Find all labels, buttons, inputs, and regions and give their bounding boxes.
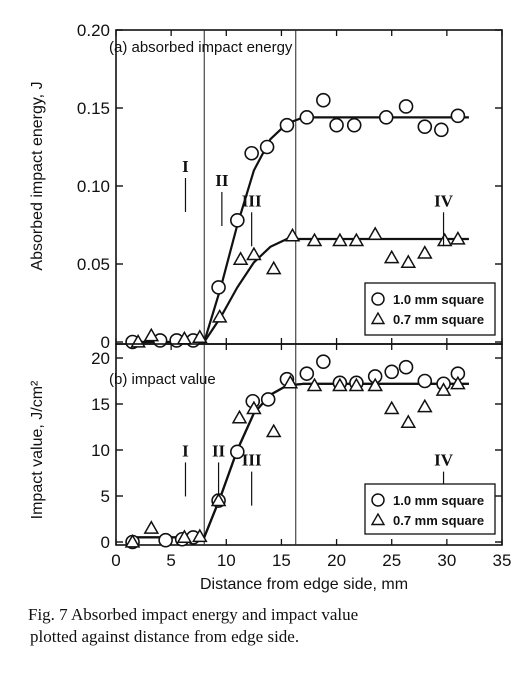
panel-title: (a) absorbed impact energy <box>109 39 293 56</box>
data-point-1-0mm <box>317 94 330 107</box>
caption-line-2: plotted against distance from edge side. <box>28 626 498 648</box>
data-point-1-0mm <box>435 123 448 136</box>
data-point-1-0mm <box>280 119 293 132</box>
data-point-1-0mm <box>300 367 313 380</box>
y-tick-label: 15 <box>91 395 110 414</box>
figure-chart: 0 0.05 0.10 0.15 0.20 Absorbed impact energy,… <box>0 0 524 600</box>
data-point-1-0mm <box>159 534 172 547</box>
region-label: III <box>242 451 262 470</box>
data-point-1-0mm <box>400 361 413 374</box>
data-point-0-7mm <box>145 522 158 533</box>
panel-a-absorbed-impact-energy: 0 0.05 0.10 0.15 0.20 Absorbed impact energy,… <box>29 21 502 352</box>
x-tick-label: 20 <box>327 551 346 570</box>
y-tick-label: 10 <box>91 441 110 460</box>
shared-x-axis: 0 5 10 15 20 25 30 35 Distance from edge side, m… <box>111 551 511 593</box>
data-point-1-0mm <box>418 120 431 133</box>
legend-label: 1.0 mm square <box>393 292 484 307</box>
data-point-0-7mm <box>385 402 398 413</box>
y-axis-label: Absorbed impact energy, J <box>29 81 46 270</box>
data-point-0-7mm <box>369 228 382 239</box>
y-tick-label: 20 <box>91 349 110 368</box>
data-point-1-0mm <box>262 393 275 406</box>
data-point-0-7mm <box>418 247 431 258</box>
y-tick-label: 5 <box>101 487 110 506</box>
legend-circle-marker <box>372 494 384 506</box>
legend-label: 0.7 mm square <box>393 312 484 327</box>
data-point-0-7mm <box>267 262 280 273</box>
y-axis-label: Impact value, J/cm² <box>29 380 46 519</box>
x-tick-label: 35 <box>493 551 512 570</box>
data-point-0-7mm <box>402 256 415 267</box>
region-label: III <box>242 191 262 210</box>
x-tick-label: 10 <box>217 551 236 570</box>
y-tick-label: 0.15 <box>77 99 110 118</box>
data-point-1-0mm <box>348 119 361 132</box>
data-point-1-0mm <box>451 109 464 122</box>
data-point-1-0mm <box>380 111 393 124</box>
y-tick-label: 0.20 <box>77 21 110 40</box>
y-tick-label: 0.05 <box>77 255 110 274</box>
data-point-0-7mm <box>286 229 299 240</box>
region-label: II <box>212 441 226 460</box>
data-point-0-7mm <box>402 416 415 427</box>
region-label: I <box>182 441 189 460</box>
panel-title: (b) impact value <box>109 371 216 388</box>
data-point-1-0mm <box>231 214 244 227</box>
legend-label: 0.7 mm square <box>393 513 484 528</box>
data-point-1-0mm <box>400 100 413 113</box>
x-tick-label: 15 <box>272 551 291 570</box>
y-tick-label: 0 <box>101 533 110 552</box>
region-label: IV <box>434 451 454 470</box>
x-tick-label: 0 <box>111 551 120 570</box>
panel-b-impact-value: 0 5 10 15 20 Impact value, J/cm² (b) impact va… <box>29 344 502 552</box>
data-point-0-7mm <box>418 400 431 411</box>
data-point-1-0mm <box>317 355 330 368</box>
data-point-1-0mm <box>330 119 343 132</box>
legend-circle-marker <box>372 293 384 305</box>
legend-box <box>365 283 495 335</box>
legend-label: 1.0 mm square <box>393 493 484 508</box>
data-point-1-0mm <box>385 365 398 378</box>
data-point-0-7mm <box>233 411 246 422</box>
data-point-1-0mm <box>418 375 431 388</box>
data-point-0-7mm <box>385 251 398 262</box>
x-tick-label: 25 <box>382 551 401 570</box>
data-point-1-0mm <box>212 281 225 294</box>
figure-caption: Fig. 7 Absorbed impact energy and impact… <box>28 604 498 648</box>
x-tick-label: 5 <box>166 551 175 570</box>
data-point-1-0mm <box>245 147 258 160</box>
data-point-0-7mm <box>247 248 260 259</box>
x-tick-label: 30 <box>437 551 456 570</box>
region-label: I <box>182 157 189 176</box>
x-axis-label: Distance from edge side, mm <box>200 576 408 593</box>
data-point-1-0mm <box>261 141 274 154</box>
data-point-0-7mm <box>234 253 247 264</box>
caption-line-1: Fig. 7 Absorbed impact energy and impact… <box>28 604 498 626</box>
region-label: II <box>215 171 229 190</box>
region-label: IV <box>434 191 454 210</box>
data-point-0-7mm <box>267 425 280 436</box>
y-tick-label: 0.10 <box>77 177 110 196</box>
data-point-1-0mm <box>300 111 313 124</box>
